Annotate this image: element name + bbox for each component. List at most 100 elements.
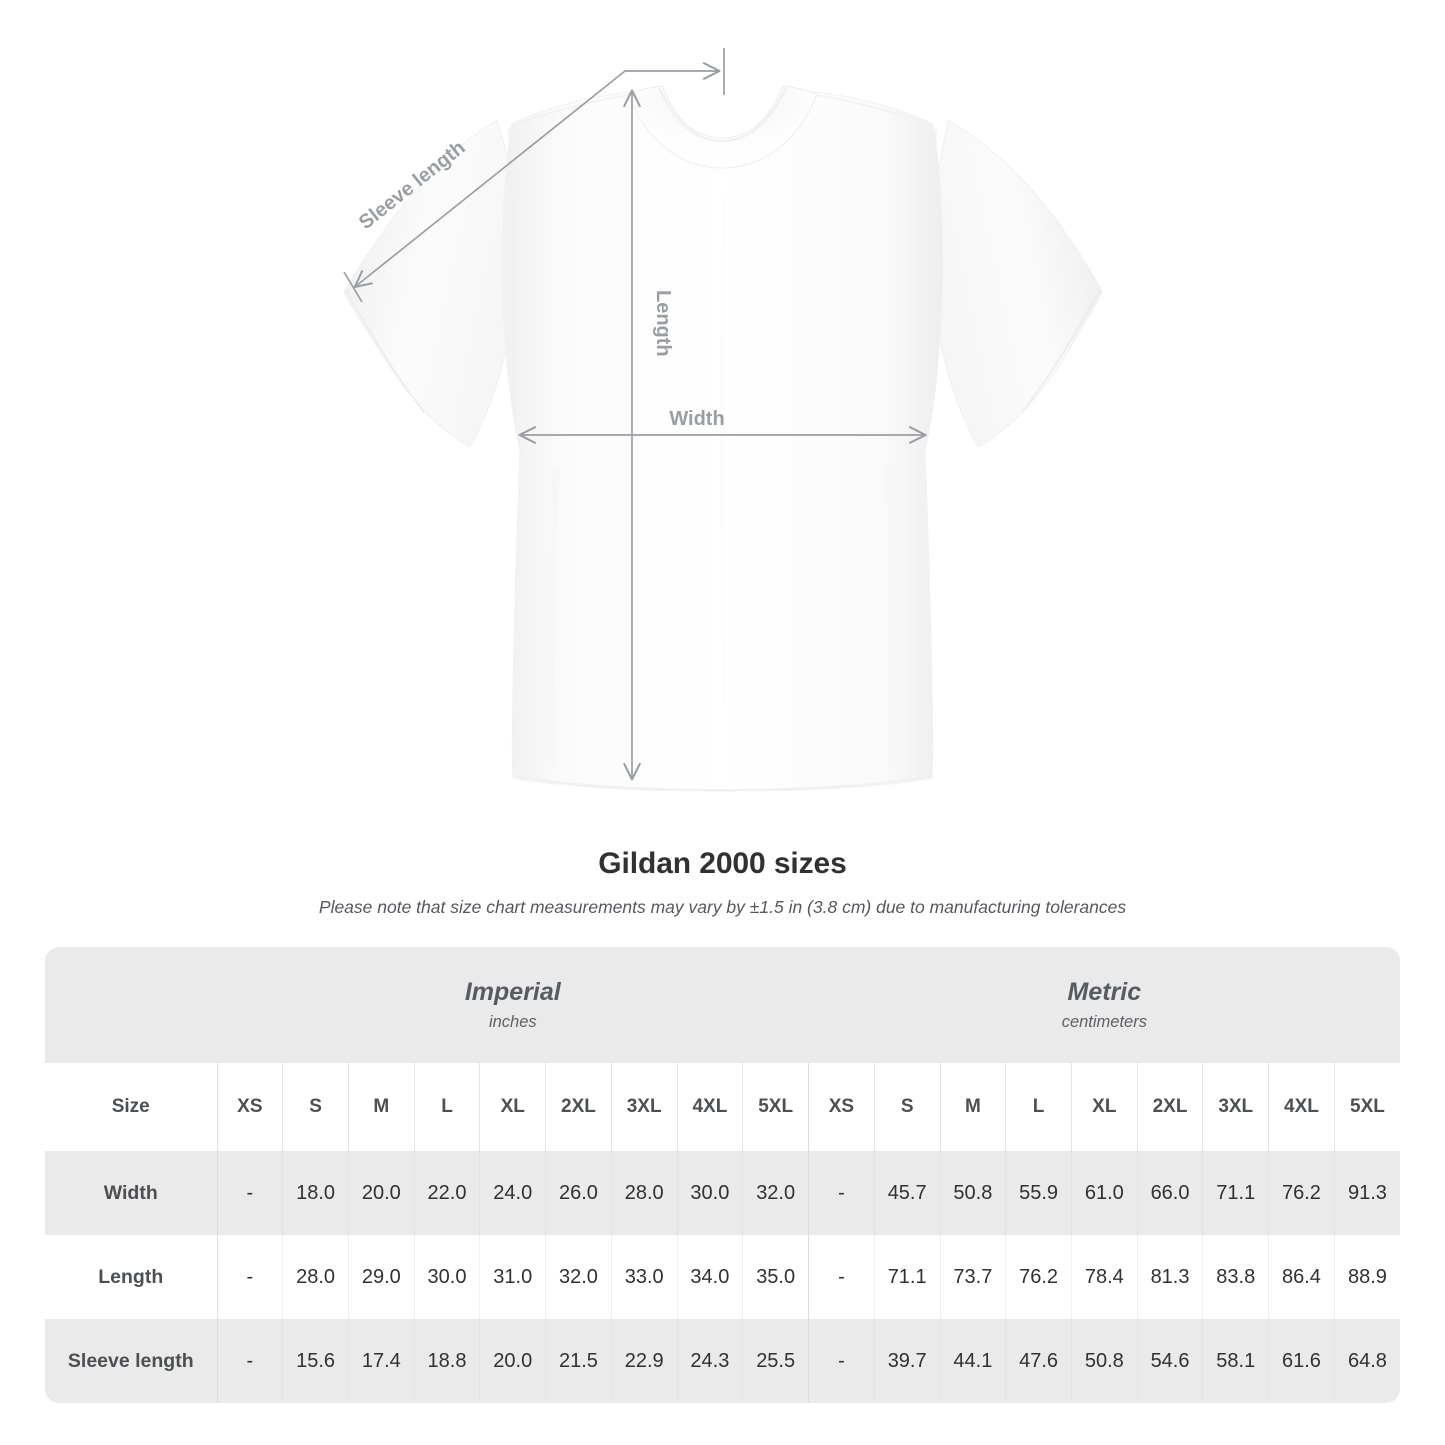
- cell-sleeve-length-metric-5xl: 64.8: [1333, 1319, 1401, 1403]
- cell-length-metric-2xl: 81.3: [1136, 1235, 1203, 1319]
- cell-length-imperial-5xl: 35.0: [742, 1235, 809, 1319]
- cell-width-imperial-m: 20.0: [347, 1151, 415, 1235]
- sleeve-length-arrow: [353, 70, 626, 288]
- right-sleeve-hem: [1021, 289, 1101, 413]
- title-block: Gildan 2000 sizes Please note that size …: [0, 845, 1445, 919]
- cell-sleeve-length-imperial-4xl: 24.3: [676, 1319, 743, 1403]
- unit-name: Metric: [1067, 977, 1142, 1006]
- cell-length-imperial-xs: -: [216, 1235, 283, 1319]
- fabric-fold-left: [547, 466, 560, 764]
- size-chart-table: Imperial inches Metric centimeters Size XS S M L…: [45, 947, 1401, 1403]
- cell-width-imperial-s: 18.0: [282, 1151, 349, 1235]
- cell-width-metric-4xl: 76.2: [1268, 1151, 1335, 1235]
- size-header-imperial-m: M: [347, 1063, 415, 1151]
- tshirt-illustration: [343, 85, 1103, 792]
- cell-width-imperial-5xl: 32.0: [742, 1151, 809, 1235]
- cell-length-imperial-4xl: 34.0: [676, 1235, 743, 1319]
- size-header-metric-5xl: 5XL: [1333, 1063, 1401, 1151]
- collar-inner-seam: [658, 87, 787, 143]
- cell-sleeve-length-metric-m: 44.1: [939, 1319, 1006, 1403]
- cell-sleeve-length-metric-l: 47.6: [1005, 1319, 1072, 1403]
- unit-name: Imperial: [464, 977, 561, 1006]
- cell-length-metric-4xl: 86.4: [1268, 1235, 1335, 1319]
- unit-header-imperial: Imperial inches: [217, 947, 809, 1063]
- cell-sleeve-length-metric-s: 39.7: [873, 1319, 941, 1403]
- cell-length-metric-3xl: 83.8: [1202, 1235, 1269, 1319]
- cell-length-imperial-s: 28.0: [282, 1235, 349, 1319]
- cell-length-metric-xl: 78.4: [1070, 1235, 1138, 1319]
- size-header-metric-l: L: [1005, 1063, 1072, 1151]
- cell-length-metric-xs: -: [808, 1235, 875, 1319]
- cell-width-metric-xl: 61.0: [1070, 1151, 1138, 1235]
- size-header-imperial-3xl: 3XL: [610, 1063, 678, 1151]
- cell-width-metric-2xl: 66.0: [1136, 1151, 1203, 1235]
- unit-subtitle: inches: [488, 1012, 537, 1031]
- size-header-metric-2xl: 2XL: [1136, 1063, 1203, 1151]
- cell-length-imperial-l: 30.0: [413, 1235, 480, 1319]
- cell-width-imperial-xs: -: [216, 1151, 283, 1235]
- fabric-fold-center: [720, 197, 727, 703]
- cell-length-imperial-2xl: 32.0: [545, 1235, 612, 1319]
- cell-sleeve-length-imperial-s: 15.6: [282, 1319, 349, 1403]
- cell-sleeve-length-metric-4xl: 61.6: [1268, 1319, 1335, 1403]
- cell-width-metric-3xl: 71.1: [1202, 1151, 1269, 1235]
- cell-length-metric-m: 73.7: [939, 1235, 1006, 1319]
- cell-sleeve-length-imperial-xl: 20.0: [479, 1319, 546, 1403]
- size-header-imperial-2xl: 2XL: [545, 1063, 612, 1151]
- cell-width-metric-s: 45.7: [873, 1151, 941, 1235]
- cell-length-imperial-3xl: 33.0: [610, 1235, 678, 1319]
- cell-length-imperial-m: 29.0: [347, 1235, 415, 1319]
- row-label-width: Width: [45, 1151, 217, 1235]
- row-label-sleeve-length: Sleeve length: [45, 1319, 217, 1403]
- cell-sleeve-length-imperial-3xl: 22.9: [610, 1319, 678, 1403]
- cell-width-metric-m: 50.8: [939, 1151, 1006, 1235]
- cell-sleeve-length-metric-xl: 50.8: [1070, 1319, 1138, 1403]
- cell-width-imperial-2xl: 26.0: [545, 1151, 612, 1235]
- right-armhole-seam: [923, 127, 937, 453]
- cell-width-imperial-4xl: 30.0: [676, 1151, 743, 1235]
- cell-sleeve-length-imperial-2xl: 21.5: [545, 1319, 612, 1403]
- length-label: Length: [652, 290, 674, 357]
- cell-sleeve-length-imperial-m: 17.4: [347, 1319, 415, 1403]
- size-header-imperial-4xl: 4XL: [676, 1063, 743, 1151]
- size-header-metric-m: M: [939, 1063, 1006, 1151]
- right-shoulder-seam: [815, 94, 934, 127]
- fabric-fold-right: [886, 466, 899, 764]
- unit-header-metric: Metric centimeters: [808, 947, 1401, 1063]
- cell-length-imperial-xl: 31.0: [479, 1235, 546, 1319]
- right-sleeve: [932, 119, 1103, 448]
- left-shoulder-seam: [511, 94, 630, 127]
- size-header-imperial-xs: XS: [216, 1063, 283, 1151]
- left-sleeve-hem: [345, 289, 425, 413]
- cell-sleeve-length-metric-3xl: 58.1: [1202, 1319, 1269, 1403]
- cell-width-metric-xs: -: [808, 1151, 875, 1235]
- cell-width-metric-l: 55.9: [1005, 1151, 1072, 1235]
- size-header-imperial-l: L: [413, 1063, 480, 1151]
- cell-length-metric-5xl: 88.9: [1333, 1235, 1401, 1319]
- collar: [627, 85, 818, 169]
- left-armhole-seam: [508, 127, 522, 453]
- size-header-imperial-5xl: 5XL: [742, 1063, 809, 1151]
- unit-header-spacer: [45, 947, 217, 1063]
- size-header-metric-s: S: [873, 1063, 941, 1151]
- unit-subtitle: centimeters: [1061, 1012, 1147, 1031]
- cell-length-metric-l: 76.2: [1005, 1235, 1072, 1319]
- size-header-metric-4xl: 4XL: [1268, 1063, 1335, 1151]
- size-header-imperial-s: S: [282, 1063, 349, 1151]
- cell-sleeve-length-metric-2xl: 54.6: [1136, 1319, 1203, 1403]
- cell-width-imperial-xl: 24.0: [479, 1151, 546, 1235]
- size-header-row: Size XS S M L XL 2XL 3XL 4XL 5XL XS S M L XL 2XL 3XL 4XL 5…: [45, 1063, 1401, 1151]
- size-chart-table-container: Imperial inches Metric centimeters Size XS S M L…: [45, 947, 1401, 1403]
- cell-sleeve-length-imperial-5xl: 25.5: [742, 1319, 809, 1403]
- unit-header-row: Imperial inches Metric centimeters: [45, 947, 1401, 1063]
- tshirt-measurement-diagram: Sleeve length Length Width: [343, 48, 1103, 792]
- cell-sleeve-length-imperial-xs: -: [216, 1319, 283, 1403]
- width-label: Width: [669, 408, 724, 430]
- size-header-metric-xs: XS: [808, 1063, 875, 1151]
- table-row: Length -28.0 29.0 30.0 31.0 32.0 33.0 34.0 35.0-…: [45, 1235, 1401, 1319]
- size-header-imperial-xl: XL: [479, 1063, 546, 1151]
- size-header-metric-3xl: 3XL: [1202, 1063, 1269, 1151]
- cell-width-metric-5xl: 91.3: [1333, 1151, 1401, 1235]
- table-row: Sleeve length -15.6 17.4 18.8 20.0 21.5 22.9 24…: [45, 1319, 1401, 1403]
